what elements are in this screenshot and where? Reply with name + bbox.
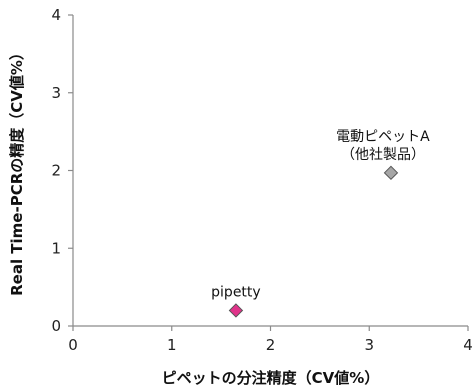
point-label: 電動ピペットA xyxy=(336,129,430,145)
x-tick-label: 4 xyxy=(463,336,473,354)
data-points xyxy=(228,165,399,318)
y-tick-label: 1 xyxy=(51,239,61,257)
point-labels: pipetty 電動ピペットA （他社製品） xyxy=(211,129,430,301)
y-tick-label: 2 xyxy=(51,162,61,180)
y-axis-title: Real Time-PCRの精度（CV値%） xyxy=(8,45,26,296)
y-tick-label: 3 xyxy=(51,84,61,102)
x-ticks: 0 1 2 3 4 xyxy=(68,326,473,354)
point-label: （他社製品） xyxy=(341,147,425,163)
data-point-diamond xyxy=(383,165,399,181)
point-label: pipetty xyxy=(211,284,261,300)
x-tick-label: 2 xyxy=(266,336,276,354)
y-ticks: 0 1 2 3 4 xyxy=(51,6,73,335)
y-tick-label: 0 xyxy=(51,317,61,335)
data-point-diamond xyxy=(228,303,244,318)
y-tick-label: 4 xyxy=(51,6,61,24)
x-tick-label: 3 xyxy=(364,336,374,354)
x-tick-label: 1 xyxy=(167,336,177,354)
x-axis-title: ピペットの分注精度（CV値%） xyxy=(162,369,380,387)
x-tick-label: 0 xyxy=(68,336,78,354)
axes xyxy=(72,15,468,327)
